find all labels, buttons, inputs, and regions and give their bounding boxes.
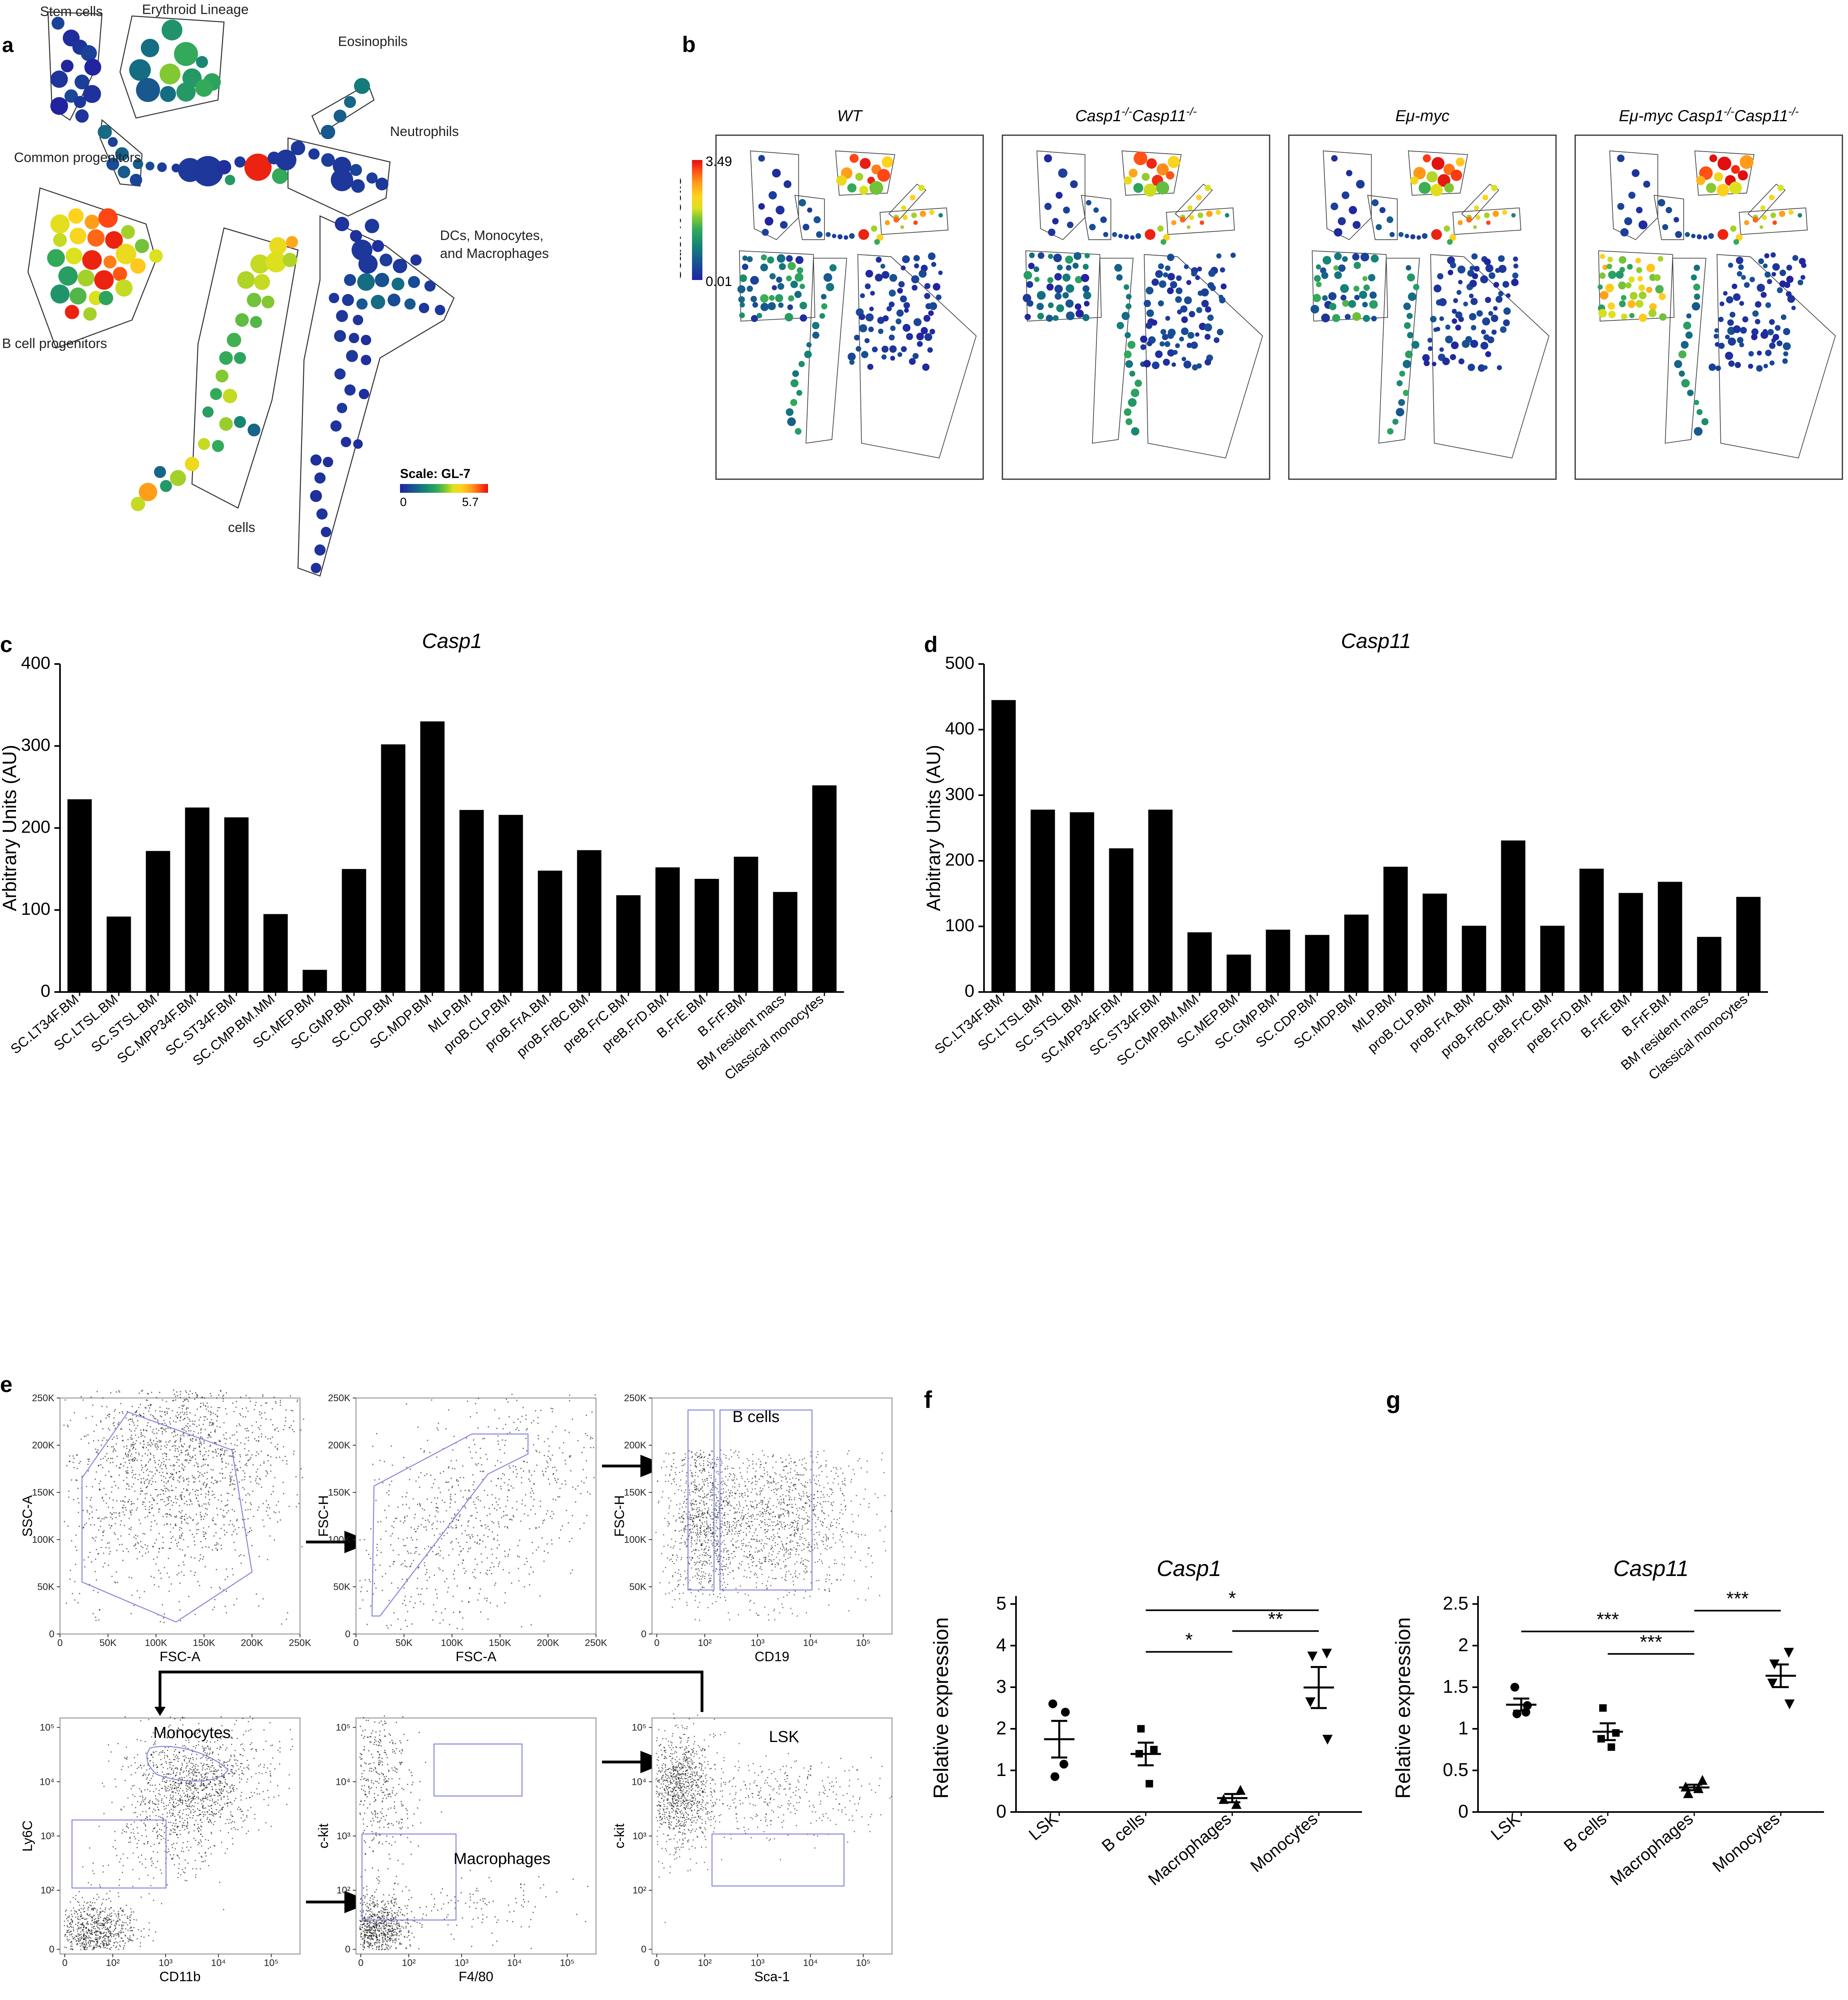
svg-text:300: 300 <box>945 784 974 804</box>
svg-text:Eμ-myc: Eμ-myc <box>1395 107 1449 125</box>
svg-text:100: 100 <box>945 916 974 935</box>
svg-text:CD19: CD19 <box>755 1649 790 1664</box>
svg-text:200K: 200K <box>32 1440 54 1451</box>
svg-text:c: c <box>0 632 12 657</box>
svg-text:Scale: % Cells: Scale: % Cells <box>680 177 684 280</box>
svg-text:200K: 200K <box>537 1638 559 1648</box>
svg-text:250K: 250K <box>32 1393 54 1404</box>
svg-text:Stem cells: Stem cells <box>40 4 103 19</box>
svg-text:0.01: 0.01 <box>706 274 732 289</box>
svg-text:SSC-A: SSC-A <box>20 1495 35 1537</box>
svg-text:B cell progenitors: B cell progenitors <box>2 336 107 351</box>
svg-text:b: b <box>682 32 696 57</box>
svg-text:200: 200 <box>21 817 50 837</box>
svg-text:0: 0 <box>641 1629 646 1640</box>
svg-text:100K: 100K <box>32 1534 54 1545</box>
svg-text:300: 300 <box>21 735 50 755</box>
svg-text:d: d <box>924 632 938 657</box>
svg-text:0: 0 <box>965 981 974 1001</box>
svg-text:5.7: 5.7 <box>462 496 479 509</box>
svg-text:400: 400 <box>21 653 50 673</box>
svg-text:proB.CLP.BM: proB.CLP.BM <box>1365 992 1437 1056</box>
svg-text:0: 0 <box>400 496 407 509</box>
svg-text:200K: 200K <box>328 1440 350 1451</box>
svg-text:a: a <box>2 34 14 57</box>
svg-text:100: 100 <box>21 899 50 919</box>
svg-text:0: 0 <box>654 1638 659 1648</box>
svg-text:10³: 10³ <box>751 1638 765 1648</box>
svg-text:200K: 200K <box>624 1440 646 1451</box>
svg-text:DCs, Monocytes,: DCs, Monocytes, <box>440 228 544 243</box>
svg-text:50K: 50K <box>100 1638 117 1648</box>
svg-text:Erythroid Lineage: Erythroid Lineage <box>142 2 249 17</box>
svg-text:Arbitrary Units (AU): Arbitrary Units (AU) <box>924 745 944 911</box>
svg-text:150K: 150K <box>624 1487 646 1498</box>
svg-text:cells: cells <box>228 520 255 535</box>
svg-text:150K: 150K <box>193 1638 215 1648</box>
svg-text:10⁵: 10⁵ <box>856 1638 871 1648</box>
svg-text:250K: 250K <box>289 1638 311 1648</box>
svg-text:100K: 100K <box>145 1638 167 1648</box>
svg-text:SC.STSL.BM: SC.STSL.BM <box>88 992 160 1055</box>
svg-text:250K: 250K <box>328 1393 350 1404</box>
svg-text:200: 200 <box>945 850 974 870</box>
svg-text:150K: 150K <box>489 1638 511 1648</box>
svg-text:50K: 50K <box>396 1638 413 1648</box>
svg-text:SC.STSL.BM: SC.STSL.BM <box>1012 992 1084 1055</box>
svg-text:FSC-H: FSC-H <box>612 1495 627 1537</box>
svg-text:500: 500 <box>945 653 974 673</box>
svg-text:100K: 100K <box>624 1534 646 1545</box>
svg-text:0: 0 <box>57 1638 62 1648</box>
svg-text:0: 0 <box>41 981 50 1001</box>
svg-text:Arbitrary Units (AU): Arbitrary Units (AU) <box>0 745 20 911</box>
svg-text:Eosinophils: Eosinophils <box>338 34 408 49</box>
svg-text:Casp1-/-Casp11-/-: Casp1-/-Casp11-/- <box>1075 105 1196 125</box>
svg-text:200K: 200K <box>241 1638 263 1648</box>
svg-text:e: e <box>0 1372 12 1397</box>
svg-text:250K: 250K <box>585 1638 607 1648</box>
svg-text:250K: 250K <box>624 1393 646 1404</box>
svg-text:3.49: 3.49 <box>706 154 732 169</box>
svg-text:0: 0 <box>353 1638 358 1648</box>
svg-text:50K: 50K <box>629 1582 646 1592</box>
svg-text:SC.LT34F.BM: SC.LT34F.BM <box>8 992 82 1057</box>
svg-text:100K: 100K <box>441 1638 463 1648</box>
svg-text:10²: 10² <box>698 1638 712 1648</box>
svg-text:proB.CLP.BM: proB.CLP.BM <box>441 992 513 1056</box>
svg-text:50K: 50K <box>37 1582 54 1592</box>
svg-text:150K: 150K <box>328 1487 350 1498</box>
svg-text:Neutrophils: Neutrophils <box>390 124 459 139</box>
svg-text:Eμ-myc Casp1-/-Casp11-/-: Eμ-myc Casp1-/-Casp11-/- <box>1619 105 1799 125</box>
svg-text:Casp1: Casp1 <box>422 630 482 653</box>
svg-text:50K: 50K <box>333 1582 350 1592</box>
svg-text:100K: 100K <box>328 1534 350 1545</box>
svg-text:Casp11: Casp11 <box>1341 630 1411 653</box>
svg-text:FSC-A: FSC-A <box>456 1649 496 1664</box>
svg-text:400: 400 <box>945 719 974 738</box>
svg-text:0: 0 <box>49 1629 54 1640</box>
svg-text:10⁴: 10⁴ <box>803 1638 818 1648</box>
svg-text:WT: WT <box>837 107 863 125</box>
svg-text:Common progenitors: Common progenitors <box>14 150 141 165</box>
svg-text:150K: 150K <box>32 1487 54 1498</box>
svg-text:SC.LT34F.BM: SC.LT34F.BM <box>932 992 1006 1057</box>
svg-text:0: 0 <box>345 1629 350 1640</box>
svg-text:and Macrophages: and Macrophages <box>440 246 549 261</box>
svg-text:FSC-A: FSC-A <box>160 1649 200 1664</box>
svg-text:Scale: GL-7: Scale: GL-7 <box>400 466 470 481</box>
svg-text:FSC-H: FSC-H <box>316 1495 331 1537</box>
